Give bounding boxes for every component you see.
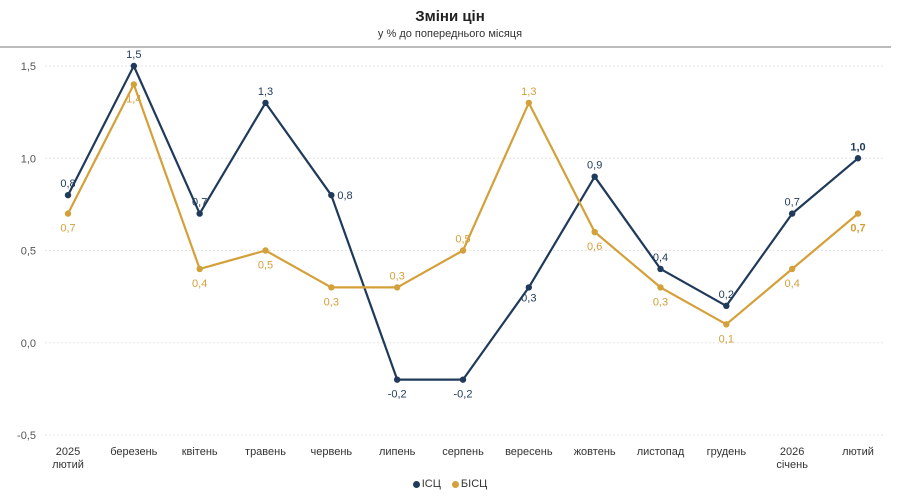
data-point[interactable] xyxy=(393,376,401,383)
data-label: 0,5 xyxy=(455,234,470,246)
data-point[interactable] xyxy=(723,321,730,328)
data-point[interactable] xyxy=(262,99,269,107)
x-tick-label: 2025 xyxy=(56,446,80,458)
data-point[interactable] xyxy=(591,173,598,180)
x-tick-label: 2026 xyxy=(780,446,804,458)
data-point[interactable] xyxy=(196,265,203,273)
data-label: 1,4 xyxy=(126,93,141,105)
data-label: 0,4 xyxy=(785,278,800,290)
data-label: 0,8 xyxy=(60,178,75,190)
legend-label-iscs: ІСЦ xyxy=(421,478,441,490)
data-label: 1,0 xyxy=(850,141,865,153)
data-point[interactable] xyxy=(854,155,862,162)
x-tick-label: лютий xyxy=(842,446,874,458)
data-label: 0,9 xyxy=(587,160,602,172)
data-label: 0,7 xyxy=(192,197,207,209)
legend-item-iscs[interactable]: ІСЦ xyxy=(412,478,441,490)
data-label: 1,3 xyxy=(258,86,273,98)
data-point[interactable] xyxy=(196,210,203,217)
x-tick-label: лютий xyxy=(52,459,84,471)
series-labels: 0,8 1,5 0,7 1,3 0,8 -0,2 -0,2 0,3 0,9 0,4 0,2 0,7 1,… xyxy=(60,49,865,401)
x-tick-label: грудень xyxy=(707,446,747,458)
legend-marker-biscs xyxy=(451,480,459,488)
data-label: 0,4 xyxy=(192,278,207,290)
data-label: 0,3 xyxy=(653,296,668,308)
data-label: -0,2 xyxy=(388,389,407,401)
y-tick-label: 0,0 xyxy=(21,338,36,350)
x-tick-label: листопад xyxy=(637,446,685,458)
series-line-0 xyxy=(67,64,859,381)
chart-title: Зміни цін xyxy=(415,8,485,25)
data-point[interactable] xyxy=(64,191,72,199)
y-axis: 1,5 1,0 0,5 0,0 -0,5 xyxy=(17,61,36,442)
data-label: 0,7 xyxy=(850,223,865,235)
grid-lines xyxy=(45,65,885,436)
data-label: 0,6 xyxy=(587,241,602,253)
x-tick-label: жовтень xyxy=(574,446,616,458)
data-label: 0,1 xyxy=(719,333,734,345)
data-point[interactable] xyxy=(788,210,796,217)
legend-label-biscs: БІСЦ xyxy=(460,478,488,490)
legend-marker-iscs xyxy=(412,480,420,488)
chart-subtitle: у % до попереднього місяця xyxy=(377,28,523,40)
data-point[interactable] xyxy=(657,284,664,291)
data-point[interactable] xyxy=(64,210,72,217)
data-label: -0,2 xyxy=(454,389,473,401)
data-label: 0,8 xyxy=(337,190,352,202)
data-label: 0,3 xyxy=(324,296,339,308)
y-tick-label: 0,5 xyxy=(21,246,36,258)
data-point[interactable] xyxy=(459,376,467,383)
data-label: 1,3 xyxy=(521,86,536,98)
x-tick-label: березень xyxy=(110,446,157,458)
data-point[interactable] xyxy=(723,302,730,310)
data-label: 0,2 xyxy=(719,289,734,301)
data-point[interactable] xyxy=(393,284,401,291)
data-point[interactable] xyxy=(525,284,533,291)
data-point[interactable] xyxy=(328,191,335,199)
x-tick-label: травень xyxy=(245,446,286,458)
data-point[interactable] xyxy=(459,247,467,254)
series-lines xyxy=(67,64,859,381)
data-label: 0,3 xyxy=(521,292,536,304)
x-tick-label: червень xyxy=(311,446,353,458)
data-point[interactable] xyxy=(262,247,269,254)
data-point[interactable] xyxy=(525,99,533,107)
data-label: 0,7 xyxy=(785,197,800,209)
x-tick-label: серпень xyxy=(442,446,484,458)
x-tick-label: вересень xyxy=(505,446,553,458)
series-points xyxy=(64,62,862,383)
data-point[interactable] xyxy=(130,81,138,88)
data-label: 0,5 xyxy=(258,260,273,272)
legend-item-biscs[interactable]: БІСЦ xyxy=(451,478,488,490)
data-label: 1,5 xyxy=(126,49,141,61)
y-tick-label: 1,0 xyxy=(21,153,36,165)
data-point[interactable] xyxy=(591,228,598,236)
y-tick-label: -0,5 xyxy=(17,430,36,442)
data-point[interactable] xyxy=(130,62,138,70)
x-tick-label: січень xyxy=(776,459,808,471)
data-label: 0,4 xyxy=(653,252,668,264)
y-tick-label: 1,5 xyxy=(21,61,36,73)
x-tick-label: липень xyxy=(379,446,416,458)
data-point[interactable] xyxy=(854,210,862,217)
data-point[interactable] xyxy=(788,265,796,273)
data-label: 0,3 xyxy=(390,270,405,282)
legend: ІСЦ БІСЦ xyxy=(0,478,900,490)
data-point[interactable] xyxy=(657,265,664,273)
data-label: 0,7 xyxy=(60,223,75,235)
data-point[interactable] xyxy=(328,284,335,291)
x-tick-label: квітень xyxy=(182,446,218,458)
